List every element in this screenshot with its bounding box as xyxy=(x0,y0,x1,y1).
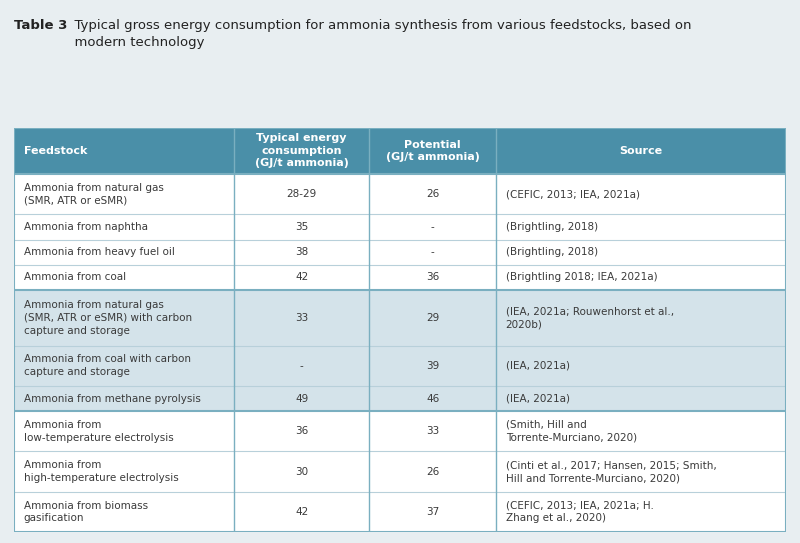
Bar xyxy=(14,492,786,532)
Text: Typical gross energy consumption for ammonia synthesis from various feedstocks, : Typical gross energy consumption for amm… xyxy=(66,19,691,49)
Text: Table 3: Table 3 xyxy=(14,19,68,32)
Text: Ammonia from natural gas
(SMR, ATR or eSMR): Ammonia from natural gas (SMR, ATR or eS… xyxy=(24,183,163,206)
Bar xyxy=(14,239,786,265)
Text: 30: 30 xyxy=(295,466,308,477)
Text: Potential
(GJ/t ammonia): Potential (GJ/t ammonia) xyxy=(386,140,480,162)
Text: (IEA, 2021a): (IEA, 2021a) xyxy=(506,361,570,371)
Text: Ammonia from heavy fuel oil: Ammonia from heavy fuel oil xyxy=(24,247,174,257)
Text: 33: 33 xyxy=(426,426,439,436)
Text: 28-29: 28-29 xyxy=(286,190,317,199)
Text: Source: Source xyxy=(619,146,662,156)
Text: (Brightling, 2018): (Brightling, 2018) xyxy=(506,247,598,257)
Text: 26: 26 xyxy=(426,190,439,199)
Text: (CEFIC, 2013; IEA, 2021a): (CEFIC, 2013; IEA, 2021a) xyxy=(506,190,640,199)
Bar xyxy=(14,411,786,451)
Bar xyxy=(14,290,786,345)
Bar xyxy=(14,214,786,239)
Text: 36: 36 xyxy=(426,273,439,282)
Bar xyxy=(14,451,786,492)
Text: 42: 42 xyxy=(295,507,308,517)
Text: 39: 39 xyxy=(426,361,439,371)
Text: (Cinti et al., 2017; Hansen, 2015; Smith,
Hill and Torrente-Murciano, 2020): (Cinti et al., 2017; Hansen, 2015; Smith… xyxy=(506,460,717,483)
Text: Ammonia from natural gas
(SMR, ATR or eSMR) with carbon
capture and storage: Ammonia from natural gas (SMR, ATR or eS… xyxy=(24,300,192,336)
Text: -: - xyxy=(300,361,303,371)
Bar xyxy=(14,128,786,174)
Text: 35: 35 xyxy=(295,222,308,232)
Text: 33: 33 xyxy=(295,313,308,323)
Text: Typical energy
consumption
(GJ/t ammonia): Typical energy consumption (GJ/t ammonia… xyxy=(254,134,349,168)
Text: (IEA, 2021a): (IEA, 2021a) xyxy=(506,394,570,403)
Text: Ammonia from naphtha: Ammonia from naphtha xyxy=(24,222,148,232)
Text: 37: 37 xyxy=(426,507,439,517)
Text: Ammonia from methane pyrolysis: Ammonia from methane pyrolysis xyxy=(24,394,201,403)
Text: Ammonia from
high-temperature electrolysis: Ammonia from high-temperature electrolys… xyxy=(24,460,178,483)
Text: (IEA, 2021a; Rouwenhorst et al.,
2020b): (IEA, 2021a; Rouwenhorst et al., 2020b) xyxy=(506,306,674,329)
Bar xyxy=(14,345,786,386)
Text: Ammonia from
low-temperature electrolysis: Ammonia from low-temperature electrolysi… xyxy=(24,420,174,443)
Text: 29: 29 xyxy=(426,313,439,323)
Text: 49: 49 xyxy=(295,394,308,403)
Text: 42: 42 xyxy=(295,273,308,282)
Text: Ammonia from coal: Ammonia from coal xyxy=(24,273,126,282)
Text: Ammonia from coal with carbon
capture and storage: Ammonia from coal with carbon capture an… xyxy=(24,355,190,377)
Text: 38: 38 xyxy=(295,247,308,257)
Text: (Smith, Hill and
Torrente-Murciano, 2020): (Smith, Hill and Torrente-Murciano, 2020… xyxy=(506,420,637,443)
Text: (CEFIC, 2013; IEA, 2021a; H.
Zhang et al., 2020): (CEFIC, 2013; IEA, 2021a; H. Zhang et al… xyxy=(506,501,654,523)
Text: (Brightling, 2018): (Brightling, 2018) xyxy=(506,222,598,232)
Text: -: - xyxy=(431,222,434,232)
Text: 36: 36 xyxy=(295,426,308,436)
Text: Ammonia from biomass
gasification: Ammonia from biomass gasification xyxy=(24,501,148,523)
Text: 46: 46 xyxy=(426,394,439,403)
Text: (Brightling 2018; IEA, 2021a): (Brightling 2018; IEA, 2021a) xyxy=(506,273,658,282)
Bar xyxy=(14,386,786,411)
Text: Feedstock: Feedstock xyxy=(24,146,87,156)
Text: 26: 26 xyxy=(426,466,439,477)
Text: -: - xyxy=(431,247,434,257)
Bar xyxy=(14,174,786,214)
Bar xyxy=(14,265,786,290)
